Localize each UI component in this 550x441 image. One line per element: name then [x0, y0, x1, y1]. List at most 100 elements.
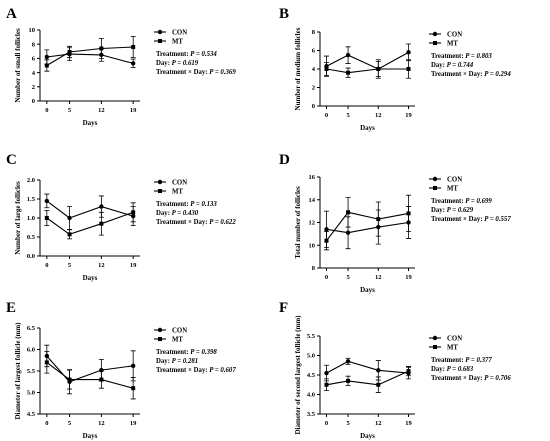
series-line-mt — [326, 68, 409, 74]
stats-line: Day: P = 0.619 — [156, 60, 199, 67]
series-line-mt — [326, 370, 409, 386]
stats-line: Treatment × Day: P = 0.369 — [156, 69, 236, 76]
y-tick-label: 6.5 — [27, 325, 36, 332]
panel-e: E 4.5 5.0 5.5 6.0 6.5 0 5 12 19 Days Diameter of la… — [6, 300, 236, 440]
x-tick-label: 5 — [68, 262, 72, 269]
y-tick-label: 8 — [312, 29, 316, 36]
legend-marker — [157, 327, 163, 333]
stats-label: Day: — [156, 358, 172, 365]
stats-line: Day: P = 0.281 — [156, 358, 198, 365]
data-point — [376, 67, 381, 71]
stats-line: Day: P = 0.629 — [431, 207, 474, 214]
panel-letter: A — [6, 6, 17, 22]
y-tick-label: 3.5 — [307, 411, 316, 418]
series-line-con — [46, 355, 134, 383]
data-point — [67, 50, 72, 55]
stats-line: Day: P = 0.683 — [431, 366, 474, 373]
legend-label: CON — [447, 177, 462, 184]
y-tick-label: 0.0 — [27, 253, 35, 260]
y-tick-label: 2 — [312, 85, 315, 92]
series-line-mt — [46, 46, 134, 66]
stats-p-value: P = 0.430 — [172, 210, 199, 217]
stats-p-value: P = 0.281 — [172, 358, 198, 365]
panel-a: A 0 2 4 6 8 10 0 5 12 19 Days Number of small follic… — [6, 6, 236, 127]
x-tick-label: 12 — [375, 274, 382, 281]
data-point — [406, 369, 411, 374]
legend-marker — [158, 337, 162, 341]
x-tick-label: 5 — [68, 107, 72, 114]
x-tick-label: 19 — [405, 274, 412, 281]
y-tick-label: 2.0 — [27, 177, 35, 184]
data-point — [44, 216, 49, 220]
stats-line: Treatment × Day: P = 0.622 — [156, 219, 236, 226]
stats-p-value: P = 0.377 — [465, 357, 492, 364]
data-point — [44, 360, 49, 365]
panel-letter: F — [279, 300, 288, 316]
x-axis-title: Days — [360, 286, 375, 294]
stats-label: Treatment: — [156, 51, 190, 58]
stats-label: Treatment: — [156, 201, 190, 208]
x-axis-title: Days — [83, 432, 98, 440]
y-tick-label: 5.5 — [307, 333, 316, 340]
data-point — [324, 67, 329, 71]
y-tick-label: 1.0 — [27, 215, 35, 222]
stats-line: Day: P = 0.430 — [156, 210, 199, 217]
stats-p-value: P = 0.803 — [465, 53, 492, 60]
data-point — [130, 61, 136, 66]
x-tick-label: 19 — [405, 420, 412, 427]
y-tick-label: 2 — [32, 84, 35, 91]
y-tick-label: 4 — [32, 70, 36, 77]
series-line-con — [326, 51, 409, 70]
axis-frame — [39, 30, 140, 102]
y-tick-label: 8 — [312, 265, 316, 272]
data-point — [131, 386, 136, 391]
y-tick-label: 10 — [29, 27, 36, 34]
stats-line: Treatment × Day: P = 0.557 — [431, 216, 511, 223]
legend-marker — [433, 41, 437, 45]
x-tick-label: 0 — [325, 112, 328, 119]
stats-line: Treatment: P = 0.398 — [156, 349, 217, 356]
x-tick-label: 0 — [45, 107, 48, 114]
y-axis-title: Total number of follicles — [294, 186, 302, 259]
legend-label: CON — [172, 30, 187, 37]
stats-label: Treatment: — [431, 53, 465, 60]
panel-c: C 0.0 0.5 1.0 1.5 2.0 0 5 12 19 Days Number of larg… — [6, 152, 236, 282]
stats-line: Treatment: P = 0.133 — [156, 201, 217, 208]
y-tick-label: 6 — [32, 56, 36, 63]
series-line-con — [46, 53, 134, 64]
panel-f: F 3.5 4.0 4.5 5.0 5.5 0 5 12 19 Days Diameter of se… — [279, 300, 511, 440]
series-line-con — [46, 200, 134, 219]
x-axis-title: Days — [360, 124, 375, 132]
data-point — [346, 378, 351, 383]
stats-label: Treatment: — [431, 198, 465, 205]
stats-p-value: P = 0.557 — [484, 216, 511, 223]
panel-letter: C — [6, 152, 17, 168]
data-point — [376, 368, 381, 373]
stats-label: Day: — [431, 207, 447, 214]
data-point — [131, 45, 136, 50]
y-axis-title: Diameter of largest follicle (mm) — [14, 322, 22, 420]
stats-label: Treatment × Day: — [156, 219, 209, 226]
legend-marker — [432, 31, 438, 37]
stats-p-value: P = 0.622 — [209, 219, 236, 226]
legend-marker — [157, 29, 163, 35]
legend-label: MT — [447, 345, 458, 352]
y-tick-label: 4.5 — [27, 411, 36, 418]
data-point — [67, 232, 72, 237]
x-tick-label: 5 — [346, 420, 350, 427]
data-point — [44, 198, 50, 204]
y-tick-label: 8 — [32, 41, 36, 48]
y-tick-label: 0 — [312, 103, 315, 110]
stats-label: Treatment: — [156, 349, 190, 356]
y-tick-label: 14 — [309, 197, 316, 204]
x-tick-label: 0 — [325, 420, 328, 427]
legend-marker — [433, 345, 437, 349]
stats-label: Treatment × Day: — [156, 69, 209, 76]
stats-label: Treatment × Day: — [431, 375, 484, 382]
legend-label: MT — [447, 186, 458, 193]
x-tick-label: 12 — [375, 112, 382, 119]
data-point — [44, 54, 50, 60]
stats-label: Treatment × Day: — [431, 71, 484, 78]
legend-label: MT — [172, 39, 183, 46]
